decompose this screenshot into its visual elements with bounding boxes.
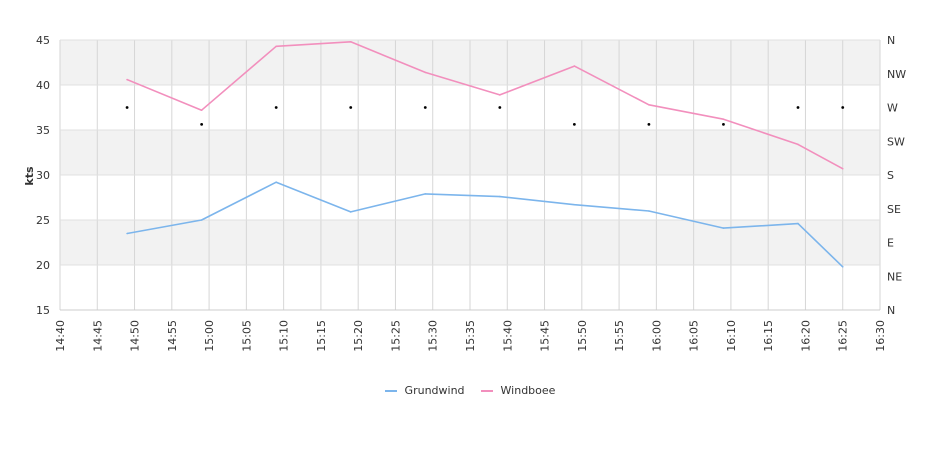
direction-marker [841,106,845,109]
y2-tick-label: N [887,34,895,47]
data-point [424,71,427,74]
y-tick-label: 20 [36,259,50,272]
x-tick-label: 16:30 [874,320,887,352]
y2-tick-label: NE [887,270,902,283]
direction-marker [274,106,278,109]
data-point [841,167,844,170]
y-axis-title: kts [23,166,36,186]
direction-marker [125,106,129,109]
x-tick-label: 15:05 [240,320,253,352]
x-tick-label: 15:40 [501,320,514,352]
x-tick-label: 15:45 [539,320,552,352]
legend-label: Grundwind [404,384,465,397]
x-tick-label: 15:10 [278,320,291,352]
legend-label: Windboee [500,384,556,397]
y-tick-label: 40 [36,79,50,92]
data-point [722,118,725,120]
data-point [275,181,277,183]
direction-marker [647,122,651,126]
y2-tick-label: SE [887,203,901,216]
direction-marker [200,122,204,126]
legend: Grundwind Windboee [0,384,940,397]
direction-marker [423,106,427,109]
data-point [499,195,501,198]
x-tick-label: 15:15 [315,320,328,352]
x-tick-label: 14:40 [54,320,67,352]
x-tick-label: 16:00 [650,320,663,352]
data-point [499,94,501,96]
x-tick-label: 16:05 [688,320,701,352]
data-point [722,227,725,229]
direction-marker [498,106,502,109]
x-tick-label: 16:10 [725,320,738,352]
data-point [126,78,128,81]
x-tick-label: 14:55 [166,320,179,352]
y-tick-label: 15 [36,304,50,317]
x-tick-label: 14:50 [129,320,142,352]
y2-tick-label: SW [887,135,905,148]
data-point [200,109,203,111]
data-point [424,193,427,195]
x-tick-label: 15:20 [352,320,365,352]
y2-tick-label: NW [887,68,906,81]
y2-tick-label: E [887,237,894,250]
direction-marker [349,106,353,109]
data-point [349,41,352,43]
data-point [648,104,650,106]
legend-swatch [384,389,397,392]
x-tick-label: 16:15 [762,320,775,352]
y-tick-label: 35 [36,124,50,137]
data-point [797,222,799,225]
legend-item-grundwind[interactable]: Grundwind [384,384,465,397]
x-tick-label: 15:00 [203,320,216,352]
x-tick-label: 15:30 [427,320,440,352]
data-point [648,210,650,212]
legend-swatch [480,389,493,392]
x-tick-label: 15:55 [613,320,626,352]
x-tick-label: 15:50 [576,320,589,352]
direction-marker [796,106,800,109]
x-tick-label: 14:45 [91,320,104,352]
y2-tick-label: W [887,102,898,115]
legend-item-windboee[interactable]: Windboee [480,384,556,397]
x-tick-label: 15:25 [389,320,402,352]
data-point [797,143,799,146]
direction-marker [572,122,576,126]
data-point [349,211,352,213]
y-tick-label: 45 [36,34,50,47]
data-point [573,203,576,206]
data-point [841,266,844,268]
x-tick-label: 16:25 [837,320,850,352]
data-point [200,219,203,221]
x-tick-label: 15:35 [464,320,477,352]
y2-tick-label: N [887,304,895,317]
data-point [126,232,128,235]
data-point [275,45,277,48]
y-tick-label: 30 [36,169,50,182]
y-tick-label: 25 [36,214,50,227]
y2-tick-label: S [887,169,894,182]
direction-marker [722,122,725,126]
data-point [573,65,576,67]
x-tick-label: 16:20 [799,320,812,352]
